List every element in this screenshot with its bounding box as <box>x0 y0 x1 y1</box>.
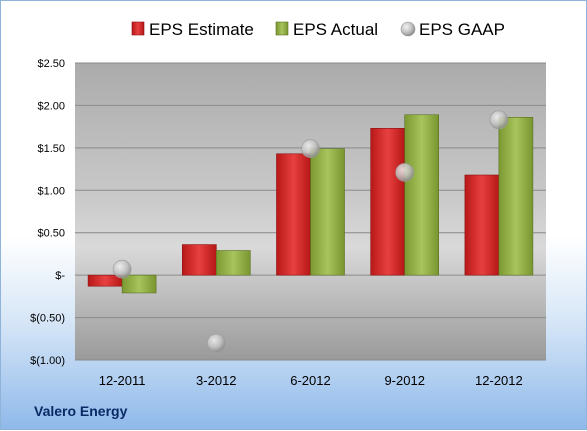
x-tick-label: 3-2012 <box>196 373 236 388</box>
y-tick-label: $1.50 <box>37 143 65 155</box>
bars <box>87 114 534 294</box>
gaap-marker <box>301 139 320 159</box>
estimate-bar <box>276 153 311 276</box>
y-axis-ticks: $2.50 $2.00 $1.50 $1.00 $0.50 $- $(0.50) $(1.00… <box>30 58 65 367</box>
y-tick-label: $(1.00) <box>30 355 65 367</box>
actual-bar <box>404 114 440 276</box>
y-tick-label: $- <box>55 270 65 282</box>
actual-bar <box>216 250 251 276</box>
legend-swatch <box>400 21 416 37</box>
x-tick-label: 12-2011 <box>99 373 146 388</box>
y-tick-label: $(0.50) <box>30 313 65 325</box>
estimate-bar <box>182 244 217 276</box>
actual-bar <box>121 274 157 294</box>
legend-swatch <box>131 21 145 36</box>
estimate-bar <box>370 128 406 276</box>
legend-label: EPS GAAP <box>419 20 505 39</box>
legend-swatch <box>275 21 289 36</box>
legend: EPS Estimate EPS Actual EPS GAAP <box>131 20 505 39</box>
y-tick-label: $2.00 <box>37 100 65 112</box>
company-name: Valero Energy <box>34 403 128 419</box>
gaap-marker <box>112 259 132 279</box>
y-tick-label: $0.50 <box>37 228 65 240</box>
legend-label: EPS Actual <box>293 20 378 39</box>
gaap-markers <box>112 110 509 353</box>
gaap-marker <box>395 163 415 182</box>
x-tick-label: 9-2012 <box>384 373 424 388</box>
gaap-marker <box>489 110 509 130</box>
x-tick-label: 6-2012 <box>290 373 330 388</box>
legend-label: EPS Estimate <box>149 20 254 39</box>
actual-bar <box>310 148 345 276</box>
actual-bar <box>498 117 534 276</box>
y-tick-label: $1.00 <box>37 185 65 197</box>
x-axis-ticks: 12-2011 3-2012 6-2012 9-2012 12-2012 <box>99 373 523 388</box>
gaap-marker <box>207 333 226 353</box>
x-tick-label: 12-2012 <box>475 373 523 388</box>
estimate-bar <box>464 174 500 276</box>
y-tick-label: $2.50 <box>37 58 65 70</box>
